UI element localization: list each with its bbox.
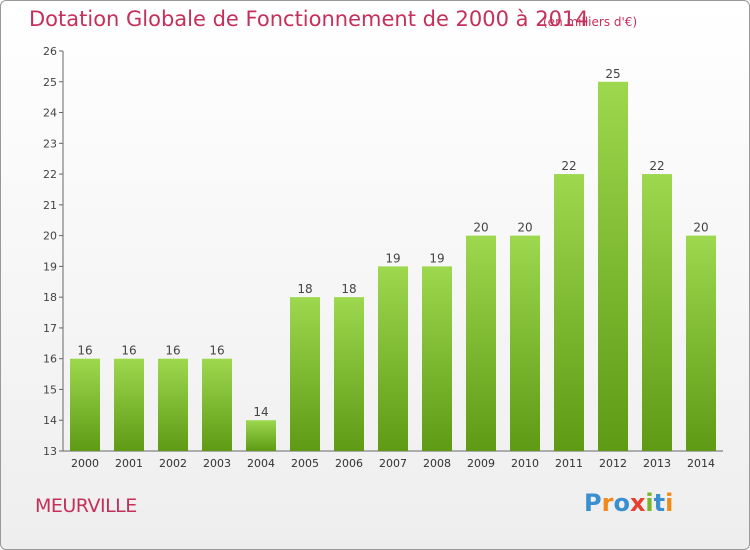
x-tick-label: 2007 [379, 457, 407, 470]
y-tick-label: 23 [43, 137, 57, 150]
logo-letter: i [665, 489, 674, 517]
data-label: 20 [693, 221, 708, 235]
bar-2014 [686, 235, 716, 451]
data-label: 19 [429, 251, 444, 265]
x-tick-label: 2000 [71, 457, 99, 470]
y-tick-label: 15 [43, 383, 57, 396]
bar-2011 [554, 174, 584, 452]
data-label: 20 [517, 221, 532, 235]
x-tick-label: 2010 [511, 457, 539, 470]
x-tick-label: 2001 [115, 457, 143, 470]
x-tick-label: 2009 [467, 457, 495, 470]
y-tick-label: 13 [43, 445, 57, 458]
data-label: 16 [77, 344, 92, 358]
y-tick-label: 16 [43, 353, 57, 366]
data-label: 18 [297, 282, 312, 296]
x-tick-label: 2012 [599, 457, 627, 470]
bar-2013 [642, 174, 672, 452]
bar-2003 [202, 358, 232, 451]
logo-letter: t [653, 489, 666, 517]
bar-2008 [422, 266, 452, 451]
logo-letter: r [601, 489, 614, 517]
bar-2005 [290, 297, 320, 451]
x-tick-label: 2011 [555, 457, 583, 470]
bar-2002 [158, 358, 188, 451]
data-label: 16 [165, 344, 180, 358]
axes: 13 14 15 16 17 18 19 20 21 22 23 24 25 26 [43, 45, 723, 458]
chart-subtitle: (en milliers d'€) [543, 15, 638, 29]
x-tick-label: 2005 [291, 457, 319, 470]
x-tick-label: 2013 [643, 457, 671, 470]
y-tick-label: 18 [43, 291, 57, 304]
y-tick-label: 24 [43, 107, 57, 120]
data-label: 16 [209, 344, 224, 358]
logo-letter: P [584, 489, 602, 517]
x-tick-label: 2002 [159, 457, 187, 470]
logo-letter: x [629, 489, 646, 517]
y-tick-label: 17 [43, 322, 57, 335]
bar-2012 [598, 81, 628, 452]
data-label: 20 [473, 221, 488, 235]
data-label: 14 [253, 405, 268, 419]
data-labels: 2000 16 2001 16 2002 16 2003 16 2004 14 2005 18 2006… [71, 67, 715, 470]
data-label: 22 [649, 159, 664, 173]
proxiti-logo: Proxiti [584, 489, 673, 517]
bar-2009 [466, 235, 496, 451]
y-tick-label: 26 [43, 45, 57, 58]
y-tick-label: 19 [43, 260, 57, 273]
y-tick-label: 22 [43, 168, 57, 181]
chart-title: Dotation Globale de Fonctionnement de 20… [29, 7, 589, 31]
data-label: 25 [605, 67, 620, 81]
x-tick-label: 2004 [247, 457, 275, 470]
bar-2010 [510, 235, 540, 451]
bar-2007 [378, 266, 408, 451]
x-tick-label: 2014 [687, 457, 715, 470]
data-label: 18 [341, 282, 356, 296]
y-tick-label: 14 [43, 414, 57, 427]
logo-letter: i [645, 489, 654, 517]
y-tick-label: 21 [43, 199, 57, 212]
bar-2000 [70, 358, 100, 451]
data-label: 19 [385, 251, 400, 265]
bar-2006 [334, 297, 364, 451]
y-tick-label: 25 [43, 76, 57, 89]
x-tick-label: 2006 [335, 457, 363, 470]
data-label: 22 [561, 159, 576, 173]
bar-2004 [246, 420, 276, 451]
data-label: 16 [121, 344, 136, 358]
bar-2001 [114, 358, 144, 451]
logo-letter: o [613, 489, 630, 517]
x-tick-label: 2008 [423, 457, 451, 470]
x-tick-label: 2003 [203, 457, 231, 470]
commune-name: MEURVILLE [35, 495, 137, 517]
y-tick-label: 20 [43, 230, 57, 243]
bars [70, 81, 716, 452]
